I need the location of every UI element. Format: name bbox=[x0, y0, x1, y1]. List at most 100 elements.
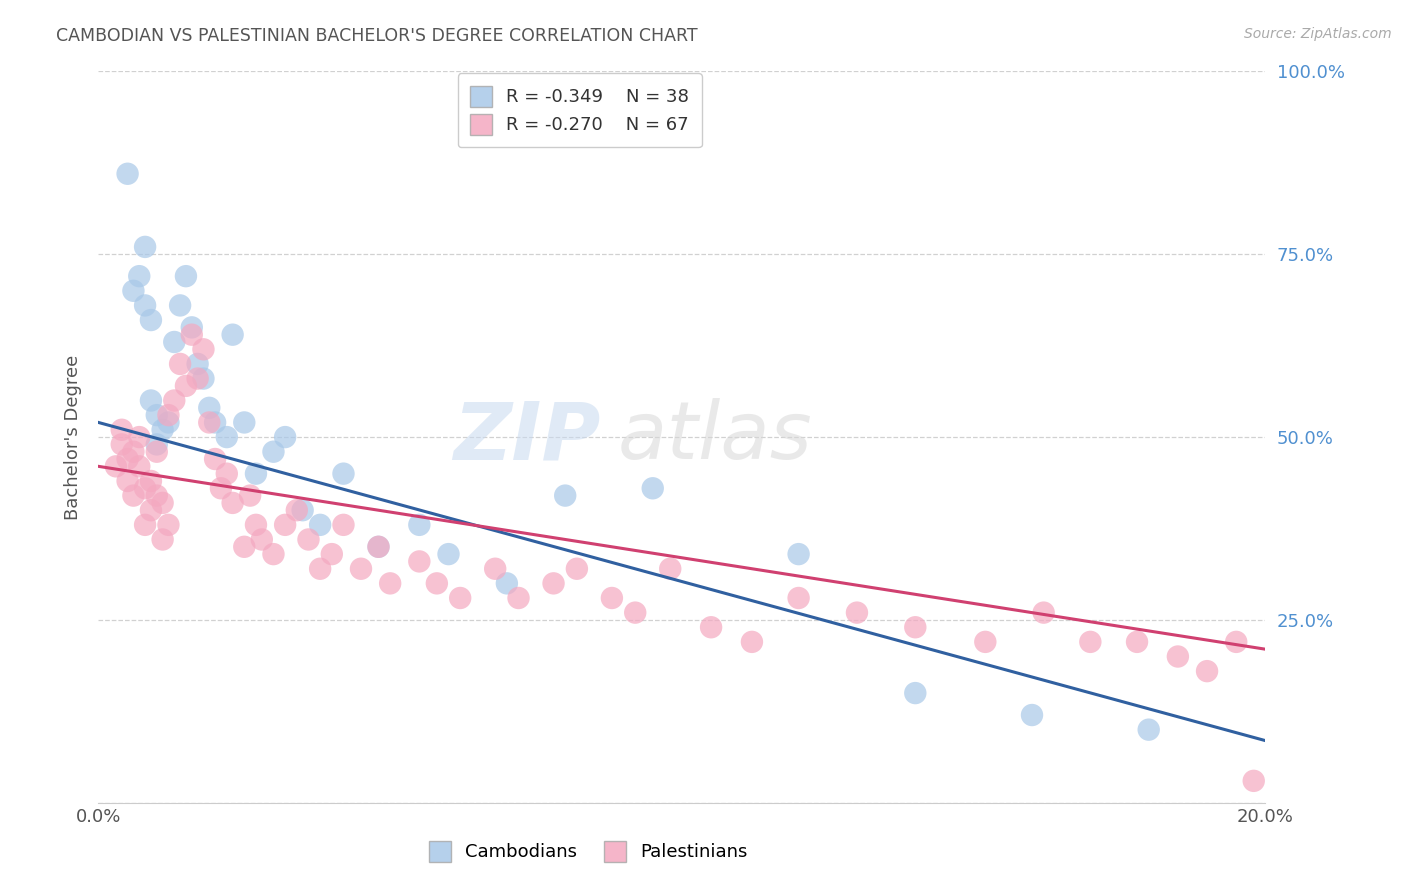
Point bbox=[139, 393, 162, 408]
Point bbox=[262, 547, 284, 561]
Point bbox=[146, 408, 169, 422]
Point bbox=[157, 517, 180, 532]
Point bbox=[1021, 708, 1043, 723]
Point bbox=[285, 503, 308, 517]
Point bbox=[426, 576, 449, 591]
Point bbox=[146, 489, 169, 503]
Point bbox=[122, 489, 145, 503]
Point bbox=[215, 430, 238, 444]
Point bbox=[117, 474, 139, 488]
Point bbox=[174, 379, 197, 393]
Point bbox=[1126, 635, 1149, 649]
Point bbox=[198, 401, 221, 415]
Point bbox=[245, 517, 267, 532]
Point bbox=[204, 416, 226, 430]
Point bbox=[221, 327, 243, 342]
Point bbox=[367, 540, 389, 554]
Point bbox=[274, 517, 297, 532]
Legend: Cambodians, Palestinians: Cambodians, Palestinians bbox=[416, 828, 761, 874]
Point bbox=[787, 547, 810, 561]
Point bbox=[437, 547, 460, 561]
Point bbox=[157, 408, 180, 422]
Point bbox=[169, 357, 191, 371]
Point bbox=[624, 606, 647, 620]
Point bbox=[378, 576, 402, 591]
Point bbox=[233, 416, 256, 430]
Point bbox=[239, 489, 262, 503]
Point bbox=[187, 357, 209, 371]
Point bbox=[543, 576, 565, 591]
Text: Source: ZipAtlas.com: Source: ZipAtlas.com bbox=[1244, 27, 1392, 41]
Point bbox=[139, 503, 162, 517]
Point bbox=[104, 459, 127, 474]
Point bbox=[209, 481, 232, 495]
Point bbox=[1137, 723, 1160, 737]
Point bbox=[187, 371, 209, 385]
Point bbox=[332, 467, 354, 481]
Point bbox=[659, 562, 682, 576]
Point bbox=[321, 547, 343, 561]
Point bbox=[152, 496, 174, 510]
Point bbox=[134, 517, 156, 532]
Point bbox=[146, 437, 169, 451]
Point bbox=[193, 343, 215, 357]
Point bbox=[128, 269, 150, 284]
Point bbox=[641, 481, 664, 495]
Point bbox=[350, 562, 373, 576]
Point bbox=[495, 576, 517, 591]
Point bbox=[1195, 664, 1218, 678]
Point bbox=[262, 444, 284, 458]
Point bbox=[309, 562, 332, 576]
Point bbox=[291, 503, 314, 517]
Point bbox=[204, 452, 226, 467]
Point bbox=[367, 540, 389, 554]
Point bbox=[152, 533, 174, 547]
Point bbox=[787, 591, 810, 605]
Point bbox=[565, 562, 588, 576]
Point bbox=[741, 635, 763, 649]
Point bbox=[904, 686, 927, 700]
Point bbox=[845, 606, 868, 620]
Point bbox=[117, 452, 139, 467]
Text: CAMBODIAN VS PALESTINIAN BACHELOR'S DEGREE CORRELATION CHART: CAMBODIAN VS PALESTINIAN BACHELOR'S DEGR… bbox=[56, 27, 697, 45]
Point bbox=[1032, 606, 1054, 620]
Point bbox=[245, 467, 267, 481]
Point bbox=[128, 430, 150, 444]
Point bbox=[193, 371, 215, 385]
Point bbox=[139, 313, 162, 327]
Point bbox=[274, 430, 297, 444]
Point bbox=[169, 298, 191, 312]
Point bbox=[198, 416, 221, 430]
Point bbox=[111, 423, 134, 437]
Point bbox=[152, 423, 174, 437]
Point bbox=[146, 444, 169, 458]
Point bbox=[1080, 635, 1102, 649]
Point bbox=[250, 533, 273, 547]
Point bbox=[309, 517, 332, 532]
Point bbox=[508, 591, 530, 605]
Point bbox=[117, 167, 139, 181]
Point bbox=[904, 620, 927, 634]
Point bbox=[215, 467, 238, 481]
Point bbox=[180, 320, 202, 334]
Point bbox=[332, 517, 354, 532]
Point bbox=[484, 562, 506, 576]
Point bbox=[180, 327, 202, 342]
Point bbox=[233, 540, 256, 554]
Point bbox=[974, 635, 997, 649]
Point bbox=[221, 496, 243, 510]
Point bbox=[163, 334, 186, 349]
Point bbox=[111, 437, 134, 451]
Point bbox=[1225, 635, 1247, 649]
Point bbox=[134, 298, 156, 312]
Point bbox=[408, 517, 430, 532]
Text: atlas: atlas bbox=[617, 398, 813, 476]
Y-axis label: Bachelor's Degree: Bachelor's Degree bbox=[65, 354, 83, 520]
Point bbox=[157, 416, 180, 430]
Point bbox=[134, 481, 156, 495]
Point bbox=[600, 591, 623, 605]
Point bbox=[174, 269, 197, 284]
Point bbox=[122, 444, 145, 458]
Point bbox=[134, 240, 156, 254]
Point bbox=[700, 620, 723, 634]
